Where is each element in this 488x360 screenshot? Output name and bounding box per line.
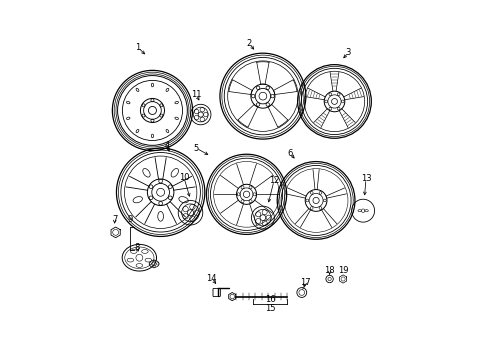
Text: 16: 16 xyxy=(264,295,275,304)
Text: 2: 2 xyxy=(246,39,251,48)
Text: 10: 10 xyxy=(178,173,189,182)
Text: 15: 15 xyxy=(264,304,275,313)
Text: 3: 3 xyxy=(345,48,350,57)
Text: 7: 7 xyxy=(112,215,117,224)
Text: 6: 6 xyxy=(287,149,292,158)
Text: 12: 12 xyxy=(268,176,279,185)
Text: 13: 13 xyxy=(360,174,370,183)
Text: 5: 5 xyxy=(193,144,199,153)
Text: 4: 4 xyxy=(164,141,170,150)
Text: 1: 1 xyxy=(135,43,141,52)
Text: 9: 9 xyxy=(127,215,132,224)
Text: 14: 14 xyxy=(206,274,217,283)
Text: 19: 19 xyxy=(338,266,348,275)
Text: 18: 18 xyxy=(324,266,334,275)
Text: 17: 17 xyxy=(299,278,310,287)
Text: 8: 8 xyxy=(134,243,140,252)
Text: 11: 11 xyxy=(191,90,201,99)
